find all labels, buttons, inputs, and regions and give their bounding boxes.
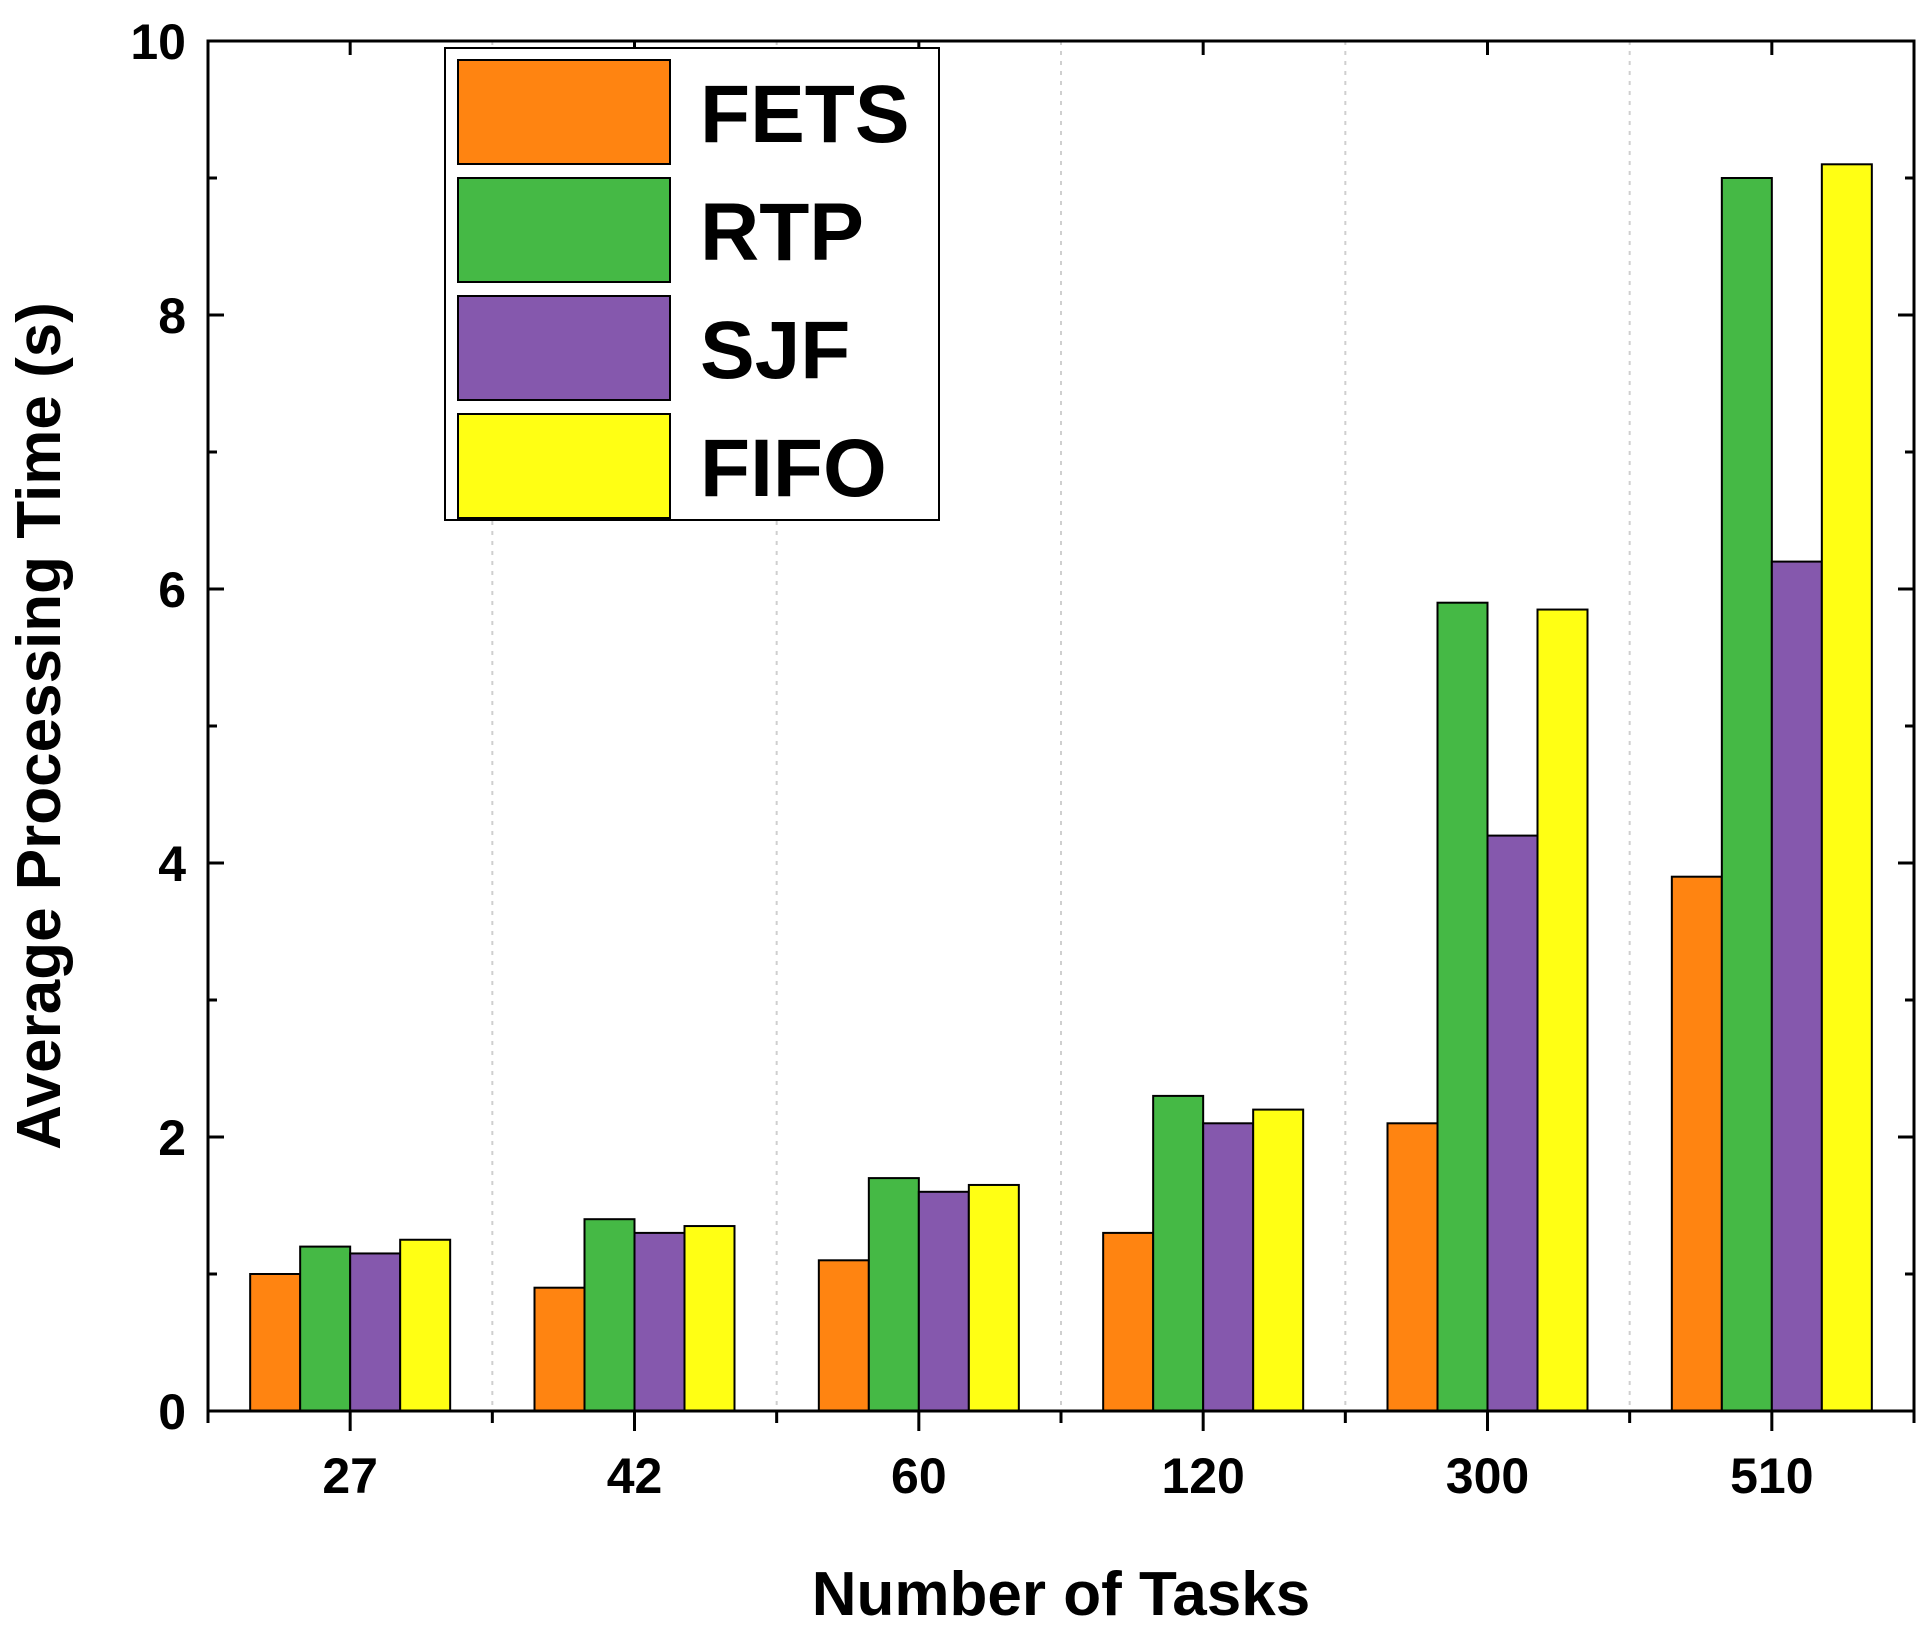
legend-swatch-fets: [457, 59, 671, 165]
y-tick-label: 8: [158, 288, 186, 344]
bar-sjf-27: [349, 1252, 402, 1412]
bar-fifo-510: [1820, 163, 1873, 1412]
y-tick-label: 2: [158, 1110, 186, 1166]
legend-label-rtp: RTP: [700, 187, 864, 278]
x-tick-label: 120: [1161, 1448, 1244, 1504]
bars: [249, 163, 1873, 1413]
y-axis-title: Average Processing Time (s): [5, 302, 74, 1150]
tick-labels: 0 2 4 6 8 10 27 42 60 120 300 510: [130, 14, 1813, 1504]
legend-label-fifo: FIFO: [700, 423, 887, 514]
bar-rtp-27: [299, 1245, 352, 1412]
bar-fifo-60: [967, 1183, 1020, 1412]
bar-sjf-510: [1770, 560, 1823, 1412]
bar-fets-510: [1670, 875, 1723, 1412]
x-tick-label: 60: [891, 1448, 947, 1504]
legend-swatch-fifo: [457, 413, 671, 519]
bar-sjf-120: [1202, 1122, 1255, 1413]
y-tick-label: 6: [158, 562, 186, 618]
grid-lines: [491, 41, 1631, 1411]
bar-fifo-300: [1536, 608, 1589, 1412]
bar-fifo-42: [683, 1225, 736, 1413]
bar-fets-42: [533, 1286, 586, 1412]
bar-fets-27: [249, 1273, 302, 1412]
bar-rtp-300: [1436, 601, 1489, 1412]
bar-rtp-510: [1720, 177, 1773, 1412]
bar-fifo-27: [399, 1238, 452, 1412]
bar-rtp-120: [1152, 1094, 1205, 1413]
bar-rtp-42: [583, 1218, 636, 1412]
bar-rtp-60: [867, 1177, 920, 1412]
x-tick-label: 27: [322, 1448, 378, 1504]
legend-label-fets: FETS: [700, 69, 910, 160]
bar-fets-60: [817, 1259, 870, 1413]
legend: FETS RTP SJF FIFO: [444, 47, 940, 521]
x-tick-label: 510: [1730, 1448, 1813, 1504]
axis-ticks: [206, 39, 1916, 1431]
bar-sjf-60: [917, 1190, 970, 1413]
y-tick-label: 10: [130, 14, 186, 70]
legend-label-sjf: SJF: [700, 305, 850, 396]
bar-sjf-42: [633, 1231, 686, 1413]
y-tick-label: 0: [158, 1384, 186, 1440]
bar-fifo-120: [1252, 1108, 1305, 1412]
y-tick-label: 4: [158, 836, 186, 892]
bar-sjf-300: [1486, 834, 1539, 1412]
bar-fets-120: [1102, 1231, 1155, 1413]
bar-fets-300: [1386, 1122, 1439, 1413]
x-axis-title: Number of Tasks: [812, 1560, 1310, 1629]
legend-swatch-sjf: [457, 295, 671, 401]
x-tick-label: 42: [607, 1448, 663, 1504]
x-tick-label: 300: [1446, 1448, 1529, 1504]
legend-swatch-rtp: [457, 177, 671, 283]
